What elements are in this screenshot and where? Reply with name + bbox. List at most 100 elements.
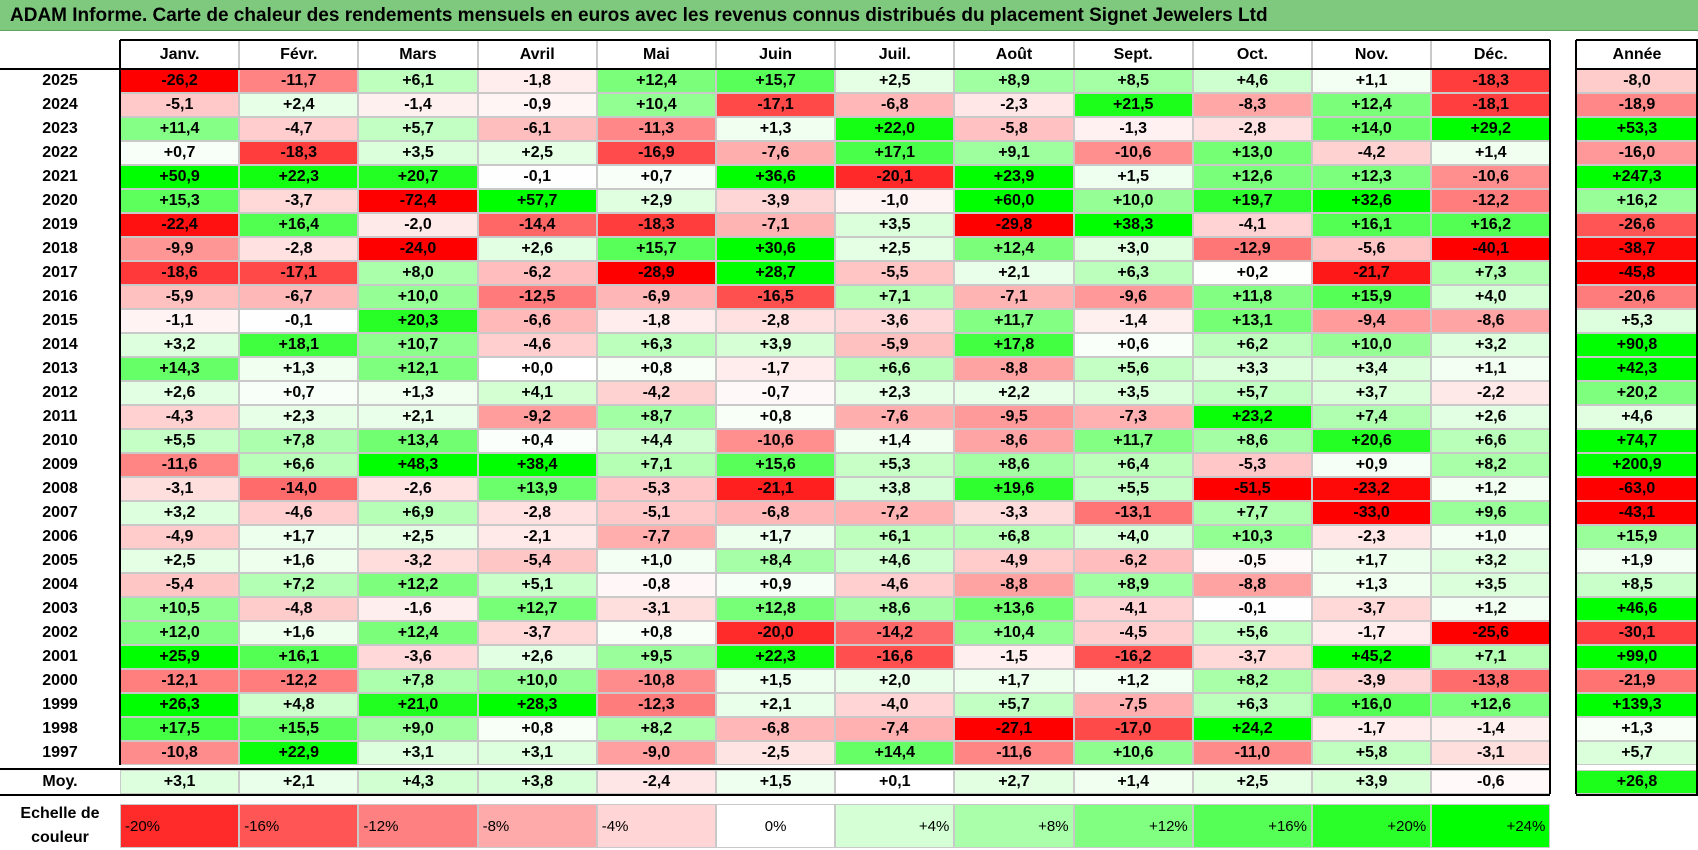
- heatmap-cell: -5,9: [120, 285, 240, 309]
- heatmap-cell: -5,9: [835, 333, 955, 357]
- row-label-year: 2010: [0, 429, 120, 453]
- heatmap-cell: +13,0: [1192, 141, 1312, 165]
- annual-cell: -45,8: [1576, 261, 1698, 285]
- color-scale-step: -12%: [358, 804, 478, 848]
- heatmap-cell: -9,6: [1073, 285, 1193, 309]
- heatmap-cell: +22,3: [239, 165, 359, 189]
- heatmap-cell: +10,0: [1073, 189, 1193, 213]
- heatmap-cell: -7,1: [954, 285, 1074, 309]
- heatmap-cell: -3,6: [835, 309, 955, 333]
- heatmap-cell: -11,0: [1192, 741, 1312, 765]
- heatmap-cell: -72,4: [358, 189, 478, 213]
- heatmap-cell: +6,4: [1073, 453, 1193, 477]
- heatmap-cell: -4,6: [477, 333, 597, 357]
- heatmap-cell: -7,5: [1073, 693, 1193, 717]
- heatmap-cell: -12,2: [1431, 189, 1551, 213]
- heatmap-cell: +12,6: [1431, 693, 1551, 717]
- heatmap-cell: +6,3: [1192, 693, 1312, 717]
- heatmap-cell: +17,8: [954, 333, 1074, 357]
- annual-cell: +4,6: [1576, 405, 1698, 429]
- heatmap-cell: +2,5: [477, 141, 597, 165]
- heatmap-cell: +26,3: [120, 693, 240, 717]
- heatmap-cell: -18,6: [120, 261, 240, 285]
- heatmap-cell: -3,9: [716, 189, 836, 213]
- heatmap-cell: +23,9: [954, 165, 1074, 189]
- heatmap-cell: +10,7: [358, 333, 478, 357]
- heatmap-cell: -1,0: [835, 189, 955, 213]
- heatmap-cell: -11,6: [120, 453, 240, 477]
- heatmap-cell: +5,7: [1192, 381, 1312, 405]
- heatmap-cell: -24,0: [358, 237, 478, 261]
- heatmap-cell: -20,0: [716, 621, 836, 645]
- average-cell: +0,1: [835, 770, 955, 794]
- row-label-year: 2025: [0, 69, 120, 93]
- heatmap-cell: -1,4: [1073, 309, 1193, 333]
- heatmap-cell: +5,7: [358, 117, 478, 141]
- row-label-year: 2003: [0, 597, 120, 621]
- heatmap-cell: -2,8: [239, 237, 359, 261]
- heatmap-cell: +3,2: [1431, 549, 1551, 573]
- annual-bottom-border: [1576, 794, 1698, 796]
- heatmap-cell: -6,8: [716, 501, 836, 525]
- heatmap-cell: +16,0: [1312, 693, 1432, 717]
- annual-cell: +200,9: [1576, 453, 1698, 477]
- heatmap-cell: -9,5: [954, 405, 1074, 429]
- heatmap-cell: +8,2: [596, 717, 716, 741]
- row-label-year: 2008: [0, 477, 120, 501]
- heatmap-cell: -6,9: [596, 285, 716, 309]
- heatmap-cell: +13,1: [1192, 309, 1312, 333]
- heatmap-cell: +4,8: [239, 693, 359, 717]
- row-label-year: 1998: [0, 717, 120, 741]
- heatmap-cell: -4,3: [120, 405, 240, 429]
- heatmap-cell: +4,1: [477, 381, 597, 405]
- heatmap-cell: +45,2: [1312, 645, 1432, 669]
- color-scale-step: +24%: [1431, 804, 1551, 848]
- heatmap-cell: +15,7: [716, 69, 836, 93]
- heatmap-cell: -4,6: [835, 573, 955, 597]
- average-cell: +3,9: [1312, 770, 1432, 794]
- heatmap-cell: +10,3: [1192, 525, 1312, 549]
- heatmap-cell: +5,5: [1073, 477, 1193, 501]
- color-scale-label: Echelle de couleur: [20, 805, 100, 846]
- color-scale-step: -8%: [477, 804, 597, 848]
- heatmap-cell: -12,5: [477, 285, 597, 309]
- heatmap-cell: +48,3: [358, 453, 478, 477]
- heatmap-cell: -2,0: [358, 213, 478, 237]
- heatmap-cell: +8,6: [954, 453, 1074, 477]
- heatmap-cell: +3,7: [1312, 381, 1432, 405]
- heatmap-cell: +0,4: [477, 429, 597, 453]
- heatmap-cell: +11,7: [954, 309, 1074, 333]
- heatmap-cell: +29,2: [1431, 117, 1551, 141]
- heatmap-cell: +7,2: [239, 573, 359, 597]
- annual-cell: -21,9: [1576, 669, 1698, 693]
- heatmap-cell: -21,7: [1312, 261, 1432, 285]
- heatmap-cell: -13,1: [1073, 501, 1193, 525]
- heatmap-cell: -2,3: [954, 93, 1074, 117]
- heatmap-cell: -7,2: [835, 501, 955, 525]
- heatmap-cell: +7,8: [358, 669, 478, 693]
- heatmap-cell: -10,6: [1431, 165, 1551, 189]
- color-scale-step: 0%: [716, 804, 836, 848]
- heatmap-cell: +10,0: [477, 669, 597, 693]
- annual-cell: -63,0: [1576, 477, 1698, 501]
- row-label-year: 2022: [0, 141, 120, 165]
- heatmap-cell: +12,7: [477, 597, 597, 621]
- heatmap-cell: -22,4: [120, 213, 240, 237]
- heatmap-cell: -0,9: [477, 93, 597, 117]
- annual-cell: +90,8: [1576, 333, 1698, 357]
- row-label-average: Moy.: [0, 770, 120, 794]
- heatmap-cell: +0,8: [477, 717, 597, 741]
- heatmap-cell: -5,1: [596, 501, 716, 525]
- row-label-year: 2005: [0, 549, 120, 573]
- heatmap-cell: -0,1: [1192, 597, 1312, 621]
- heatmap-cell: +3,0: [1073, 237, 1193, 261]
- heatmap-cell: -23,2: [1312, 477, 1432, 501]
- average-bottom-border: [0, 794, 1551, 796]
- grid-right-border: [1549, 40, 1552, 794]
- annual-header-bottom: [1576, 68, 1698, 70]
- heatmap-cell: -8,8: [954, 357, 1074, 381]
- heatmap-cell: +8,6: [835, 597, 955, 621]
- heatmap-cell: -11,6: [954, 741, 1074, 765]
- heatmap-cell: -51,5: [1192, 477, 1312, 501]
- heatmap-cell: -3,6: [358, 645, 478, 669]
